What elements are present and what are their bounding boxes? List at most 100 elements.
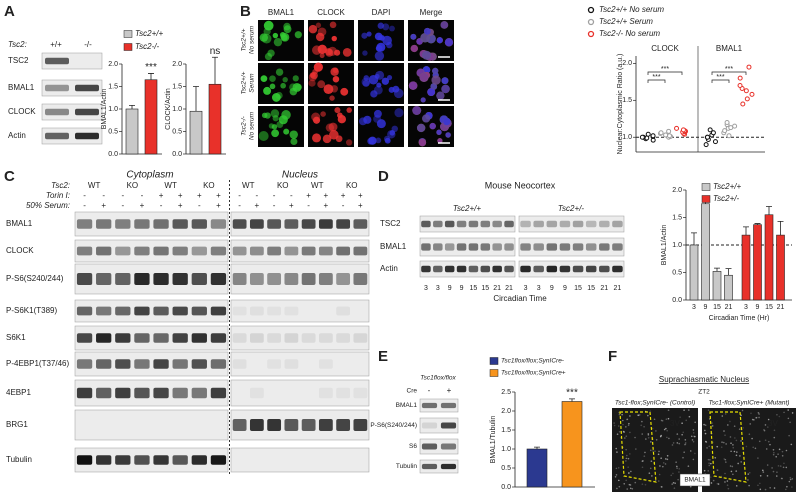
cell — [431, 75, 441, 85]
band — [96, 246, 112, 256]
band — [96, 273, 112, 285]
image-title: Tsc1-flox;SynICre- (Control) — [615, 400, 695, 407]
speckle — [762, 469, 764, 472]
band — [353, 387, 368, 399]
speckle — [684, 441, 687, 444]
legend-label: Tsc2+/+ No serum — [599, 5, 664, 14]
blot-label: Tubulin — [396, 463, 417, 470]
speckle — [615, 447, 617, 450]
band — [433, 243, 443, 251]
cell — [376, 82, 382, 88]
blot — [419, 459, 459, 474]
blot — [419, 417, 459, 434]
cell — [381, 77, 390, 85]
speckle — [705, 441, 708, 443]
speckle — [654, 450, 656, 453]
speckle — [708, 445, 711, 448]
speckle — [666, 429, 668, 432]
point — [710, 130, 716, 136]
blot — [41, 79, 103, 97]
band — [336, 387, 351, 399]
y-tick-label: 1.5 — [672, 214, 682, 221]
speckle — [759, 474, 762, 477]
speckle — [683, 409, 685, 411]
speckle — [720, 446, 723, 449]
legend-swatch — [587, 6, 595, 14]
blot — [518, 260, 625, 278]
speckle — [748, 433, 751, 436]
point — [726, 133, 732, 139]
axis-label: Nuclear:Cytoplasmic Ratio (a.u.) — [617, 54, 624, 155]
y-tick-label: 0.5 — [172, 128, 182, 135]
label: Nucleus — [282, 170, 318, 181]
speckle — [785, 466, 788, 469]
band — [172, 306, 188, 316]
speckle — [723, 430, 725, 432]
speckle — [672, 442, 675, 444]
band — [440, 402, 457, 409]
band — [96, 219, 112, 229]
error-bar — [129, 105, 135, 109]
speckle — [747, 473, 750, 475]
cell — [312, 116, 321, 124]
band — [153, 273, 169, 285]
speckle — [732, 446, 735, 449]
speckle — [629, 487, 632, 490]
cell — [261, 112, 268, 119]
blot-label: TSC2 — [8, 56, 29, 65]
band — [301, 333, 316, 343]
cell — [412, 106, 422, 115]
speckle — [780, 477, 783, 480]
cell — [269, 83, 276, 90]
speckle — [659, 435, 662, 438]
point — [645, 131, 651, 137]
band — [572, 265, 584, 273]
error-bar — [777, 220, 784, 236]
speckle — [640, 424, 643, 427]
cell — [363, 115, 372, 124]
speckle — [615, 467, 618, 470]
band — [612, 220, 623, 228]
speckle — [703, 423, 705, 426]
speckle — [627, 466, 629, 469]
genotype-label: KO — [277, 181, 289, 190]
cell — [420, 97, 426, 103]
speckle — [629, 453, 631, 455]
speckle — [676, 465, 678, 468]
speckle — [748, 484, 750, 487]
speckle — [618, 431, 621, 433]
treatment-mark: - — [141, 191, 144, 200]
condition-label: Serum — [249, 73, 256, 93]
x-tick-label: 15 — [765, 304, 773, 311]
cell — [361, 77, 371, 87]
cell — [375, 137, 382, 144]
cell — [283, 128, 290, 135]
legend-swatch — [587, 30, 595, 38]
cell — [373, 85, 383, 95]
lane-label: 15 — [587, 285, 595, 292]
speckle — [750, 412, 752, 415]
band — [533, 220, 544, 228]
cell — [289, 87, 298, 96]
treatment-mark: + — [101, 201, 106, 210]
band — [232, 306, 247, 316]
cell — [329, 95, 335, 101]
blot-label: BMAL1 — [6, 219, 33, 228]
band — [585, 265, 597, 273]
band — [45, 84, 69, 92]
lane-label: 21 — [614, 285, 622, 292]
speckle — [650, 441, 652, 443]
point — [704, 134, 710, 140]
speckle — [626, 454, 628, 457]
speckle — [711, 422, 713, 424]
speckle — [777, 453, 779, 455]
speckle — [678, 438, 680, 440]
band — [134, 273, 150, 285]
speckle — [665, 458, 667, 460]
cell — [416, 123, 426, 133]
x-tick-label: 3 — [692, 304, 696, 311]
cell — [323, 84, 334, 95]
region-label: 3V — [670, 419, 680, 428]
band — [612, 265, 623, 273]
